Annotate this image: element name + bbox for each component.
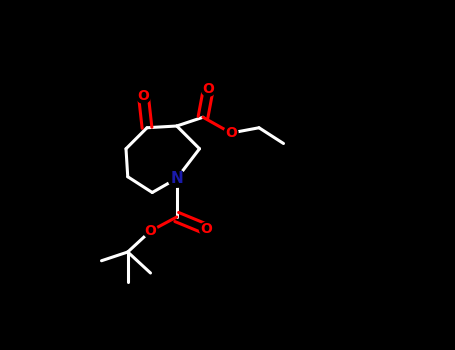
- Text: O: O: [145, 224, 157, 238]
- Text: N: N: [170, 171, 183, 186]
- Circle shape: [224, 126, 238, 140]
- Text: O: O: [202, 82, 214, 96]
- Text: O: O: [137, 89, 149, 103]
- Circle shape: [168, 170, 186, 187]
- Circle shape: [201, 82, 215, 96]
- Text: O: O: [225, 126, 237, 140]
- Circle shape: [199, 222, 213, 236]
- Text: O: O: [201, 222, 212, 236]
- Circle shape: [136, 89, 151, 103]
- Circle shape: [143, 224, 157, 238]
